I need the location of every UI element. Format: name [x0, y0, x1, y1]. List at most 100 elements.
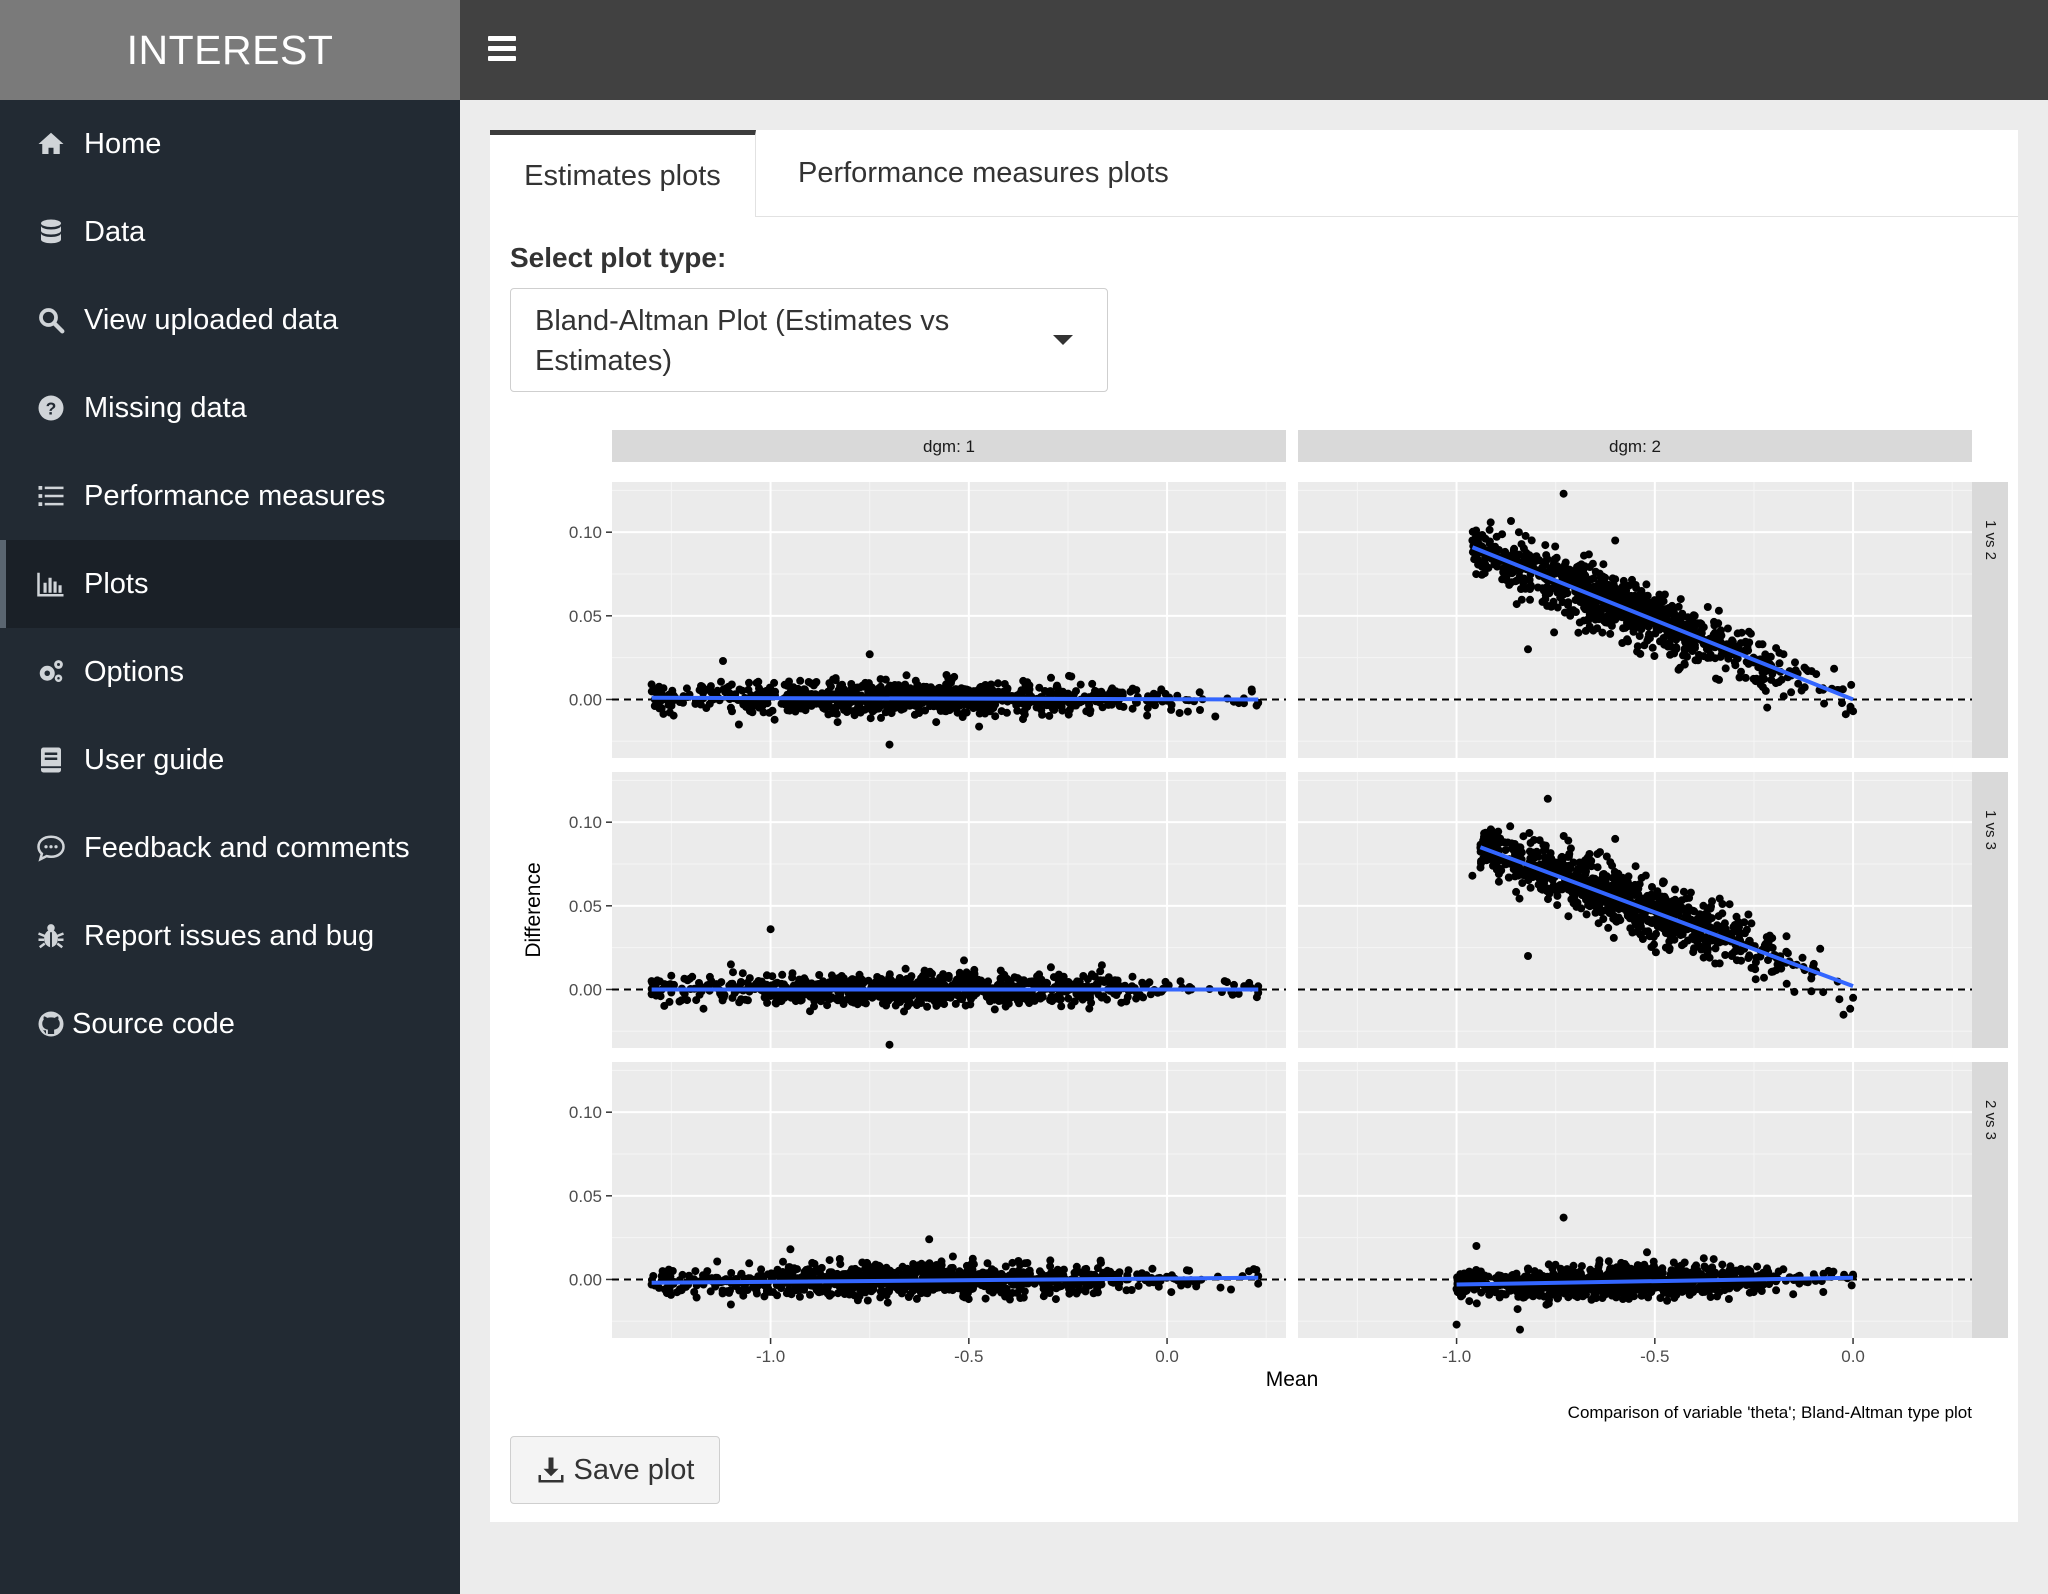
data-point — [1628, 575, 1636, 584]
data-point — [1640, 641, 1649, 650]
data-point — [850, 708, 859, 717]
data-point — [1695, 916, 1704, 925]
plot-type-label: Select plot type: — [510, 242, 727, 273]
data-point — [1697, 619, 1706, 628]
data-point — [1581, 594, 1590, 603]
tab-performance-measures-plots[interactable]: Performance measures plots — [798, 130, 1169, 216]
data-point — [831, 676, 840, 685]
gears-icon — [36, 657, 66, 687]
sidebar-item-data[interactable]: Data — [0, 188, 460, 276]
data-point — [1491, 542, 1500, 551]
data-point — [1519, 578, 1528, 587]
data-point — [988, 1288, 997, 1297]
data-point — [1468, 536, 1477, 545]
facet-row-label: 1 vs 2 — [1982, 520, 1999, 560]
data-point — [868, 707, 877, 716]
data-point — [1002, 708, 1011, 717]
data-point — [1167, 1288, 1176, 1297]
data-point — [1671, 885, 1679, 894]
sidebar-item-performance-measures[interactable]: Performance measures — [0, 452, 460, 540]
data-point — [1055, 990, 1064, 999]
data-point — [653, 686, 662, 695]
data-point — [1699, 652, 1708, 661]
data-point — [1582, 895, 1590, 904]
data-point — [1612, 917, 1621, 926]
data-point — [1830, 664, 1839, 673]
data-point — [1633, 622, 1642, 630]
sidebar: Home Data View uploaded data ? Missing d… — [0, 100, 460, 1594]
data-point — [1542, 551, 1551, 560]
data-point — [1550, 628, 1559, 637]
sidebar-item-feedback[interactable]: Feedback and comments — [0, 804, 460, 892]
data-point — [1481, 560, 1490, 569]
data-point — [1602, 852, 1611, 861]
sidebar-item-label: Options — [84, 655, 184, 688]
data-point — [1124, 1266, 1133, 1275]
data-point — [1072, 687, 1080, 696]
data-point — [915, 705, 924, 714]
data-point — [798, 686, 807, 695]
data-point — [786, 1245, 795, 1254]
data-point — [863, 1296, 872, 1305]
data-point — [986, 705, 995, 714]
data-point — [1591, 606, 1600, 615]
data-point — [1627, 591, 1636, 600]
data-point — [1573, 868, 1581, 877]
data-point — [1575, 561, 1584, 570]
tab-estimates-plots[interactable]: Estimates plots — [490, 130, 756, 217]
sidebar-item-plots[interactable]: Plots — [0, 540, 460, 628]
sidebar-item-source-code[interactable]: Source code — [0, 980, 460, 1068]
data-point — [1683, 613, 1692, 622]
y-tick-label: 0.00 — [569, 980, 602, 999]
data-point — [1742, 925, 1751, 934]
chevron-down-icon — [1053, 335, 1073, 345]
data-point — [1521, 531, 1530, 540]
data-point — [923, 1002, 932, 1011]
sidebar-item-report-issues[interactable]: Report issues and bug — [0, 892, 460, 980]
data-point — [696, 700, 705, 709]
data-point — [1681, 620, 1690, 629]
sidebar-toggle-icon[interactable] — [488, 36, 516, 62]
data-point — [1507, 517, 1515, 525]
data-point — [717, 677, 725, 686]
data-point — [1662, 925, 1671, 934]
data-point — [1660, 640, 1669, 649]
data-point — [683, 996, 692, 1005]
data-point — [944, 673, 953, 682]
data-point — [1751, 965, 1760, 974]
data-point — [985, 995, 994, 1004]
plot-type-select[interactable]: Bland-Altman Plot (Estimates vs Estimate… — [510, 288, 1108, 392]
data-point — [877, 1286, 886, 1295]
data-point — [1515, 894, 1524, 903]
data-point — [1707, 902, 1715, 911]
data-point — [976, 701, 985, 710]
data-point — [1674, 906, 1683, 915]
sidebar-item-home[interactable]: Home — [0, 100, 460, 188]
data-point — [1510, 566, 1519, 575]
sidebar-item-view-uploaded-data[interactable]: View uploaded data — [0, 276, 460, 364]
data-point — [1648, 643, 1657, 652]
data-point — [1076, 680, 1085, 689]
data-point — [1642, 592, 1651, 600]
data-point — [795, 1292, 804, 1301]
sidebar-item-missing-data[interactable]: ? Missing data — [0, 364, 460, 452]
data-point — [983, 1259, 992, 1268]
data-point — [893, 687, 902, 696]
data-point — [788, 969, 797, 978]
data-point — [1703, 603, 1712, 611]
data-point — [734, 720, 743, 729]
data-point — [1486, 518, 1495, 527]
data-point — [1665, 946, 1674, 955]
data-point — [1606, 629, 1615, 638]
sidebar-item-user-guide[interactable]: User guide — [0, 716, 460, 804]
data-point — [901, 964, 910, 973]
data-point — [917, 687, 926, 696]
sidebar-item-options[interactable]: Options — [0, 628, 460, 716]
data-point — [790, 686, 799, 695]
data-point — [1763, 703, 1772, 712]
data-point — [705, 972, 714, 981]
data-point — [1486, 825, 1495, 834]
data-point — [1571, 573, 1580, 582]
question-circle-icon: ? — [36, 393, 66, 423]
data-point — [1524, 645, 1532, 654]
